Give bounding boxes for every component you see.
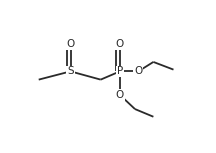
Text: O: O xyxy=(66,39,75,49)
Text: S: S xyxy=(67,66,74,76)
Text: O: O xyxy=(116,90,124,100)
Text: O: O xyxy=(134,66,142,76)
Text: P: P xyxy=(117,66,123,76)
Text: O: O xyxy=(116,39,124,49)
